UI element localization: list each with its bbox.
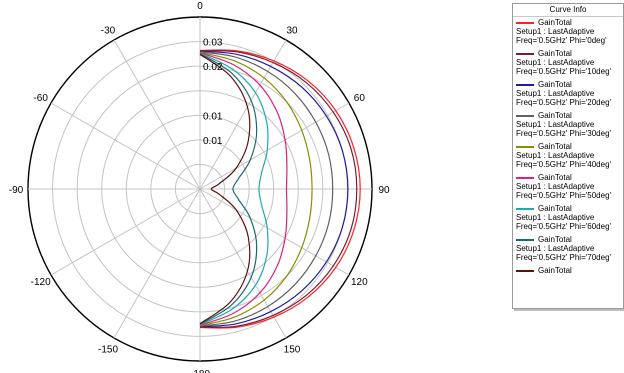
legend-variation: Freq='0.5GHz' Phi='0deg': [516, 36, 607, 45]
legend-title: Curve Info: [513, 4, 623, 17]
legend-variation: Freq='0.5GHz' Phi='10deg': [516, 67, 612, 76]
legend-swatch: [516, 145, 534, 148]
plot-series: [199, 49, 361, 329]
theta-tick-label: -150: [98, 344, 118, 355]
legend-series-name: GainTotal: [538, 18, 572, 27]
theta-tick-label: -30: [101, 26, 116, 37]
theta-tick-label: 90: [378, 185, 390, 196]
legend-setup: Setup1 : LastAdaptive: [516, 89, 595, 98]
legend-variation: Freq='0.5GHz' Phi='50deg': [516, 191, 612, 200]
legend-series-name: GainTotal: [538, 111, 572, 120]
legend-series-name: GainTotal: [538, 49, 572, 58]
grid-spoke: [199, 102, 350, 190]
legend-series-name: GainTotal: [538, 266, 572, 275]
theta-tick-label: 150: [284, 344, 301, 355]
legend-entry[interactable]: GainTotal Setup1 : LastAdaptive Freq='0.5G…: [513, 234, 623, 265]
radial-tick-label: 0.01: [203, 136, 223, 147]
grid-spoke: [199, 188, 350, 276]
legend-series-name: GainTotal: [538, 80, 572, 89]
grid-spoke: [199, 188, 287, 339]
series-line: [199, 53, 251, 325]
legend-swatch: [516, 83, 534, 86]
legend-series-name: GainTotal: [538, 235, 572, 244]
legend-entry[interactable]: GainTotal: [513, 265, 623, 279]
legend-variation: Freq='0.5GHz' Phi='20deg': [516, 98, 612, 107]
legend-entry[interactable]: GainTotal Setup1 : LastAdaptive Freq='0.5G…: [513, 79, 623, 110]
legend-entry[interactable]: GainTotal Setup1 : LastAdaptive Freq='0.5G…: [513, 172, 623, 203]
series-line: [199, 53, 258, 325]
legend-series-name: GainTotal: [538, 173, 572, 182]
series-line: [199, 50, 349, 328]
legend-setup: Setup1 : LastAdaptive: [516, 58, 595, 67]
legend-setup: Setup1 : LastAdaptive: [516, 120, 595, 129]
legend-swatch: [516, 238, 534, 241]
series-line: [199, 51, 334, 327]
radial-tick-label: 0.01: [203, 111, 223, 122]
grid-spoke: [199, 39, 287, 190]
legend-setup: Setup1 : LastAdaptive: [516, 151, 595, 160]
legend-swatch: [516, 52, 534, 55]
legend-variation: Freq='0.5GHz' Phi='40deg': [516, 160, 612, 169]
legend-entry[interactable]: GainTotal Setup1 : LastAdaptive Freq='0.5G…: [513, 141, 623, 172]
legend-swatch: [516, 269, 534, 272]
series-line: [199, 52, 288, 326]
legend-entry[interactable]: GainTotal Setup1 : LastAdaptive Freq='0.5G…: [513, 110, 623, 141]
axis-labels: 0 30 60 90 120 150 -180 -150 -120 -90 -60 -30 0.01 0.…: [9, 1, 390, 373]
legend-entry[interactable]: GainTotal Setup1 : LastAdaptive Freq='0.5G…: [513, 17, 623, 48]
series-line: [199, 51, 313, 327]
legend-variation: Freq='0.5GHz' Phi='70deg': [516, 253, 612, 262]
series-line: [199, 49, 361, 329]
radial-tick-label: 0.03: [203, 38, 223, 49]
legend-setup: Setup1 : LastAdaptive: [516, 244, 595, 253]
legend-entry[interactable]: GainTotal Setup1 : LastAdaptive Freq='0.5G…: [513, 48, 623, 79]
polar-plot: 0 30 60 90 120 150 -180 -150 -120 -90 -60 -30 0.01 0.…: [9, 1, 390, 373]
legend-swatch: [516, 207, 534, 210]
theta-tick-label: -90: [9, 185, 24, 196]
legend-series-name: GainTotal: [538, 142, 572, 151]
legend-variation: Freq='0.5GHz' Phi='60deg': [516, 222, 612, 231]
series-line: [199, 52, 269, 326]
theta-tick-label: 0: [197, 1, 203, 12]
theta-tick-label: -180: [190, 369, 210, 373]
series-line: [199, 50, 358, 328]
theta-tick-label: -120: [31, 277, 51, 288]
theta-tick-label: -60: [33, 93, 48, 104]
grid-spoke: [50, 102, 201, 190]
grid-spoke: [113, 188, 201, 339]
legend-series-name: GainTotal: [538, 204, 572, 213]
legend-swatch: [516, 21, 534, 24]
legend-entries: GainTotal Setup1 : LastAdaptive Freq='0.5G…: [513, 17, 623, 279]
legend-variation: Freq='0.5GHz' Phi='30deg': [516, 129, 612, 138]
theta-tick-label: 120: [351, 277, 368, 288]
legend-setup: Setup1 : LastAdaptive: [516, 27, 595, 36]
radial-tick-label: 0.02: [203, 62, 223, 73]
theta-tick-label: 60: [354, 93, 366, 104]
legend-setup: Setup1 : LastAdaptive: [516, 213, 595, 222]
theta-tick-label: 30: [286, 26, 298, 37]
grid-spoke: [50, 188, 201, 276]
legend-curve-info[interactable]: Curve Info GainTotal Setup1 : LastAdaptiv…: [512, 3, 624, 309]
legend-swatch: [516, 114, 534, 117]
legend-setup: Setup1 : LastAdaptive: [516, 182, 595, 191]
legend-swatch: [516, 176, 534, 179]
grid-spoke: [113, 39, 201, 190]
legend-entry[interactable]: GainTotal Setup1 : LastAdaptive Freq='0.5G…: [513, 203, 623, 234]
polar-grid: [27, 16, 373, 362]
